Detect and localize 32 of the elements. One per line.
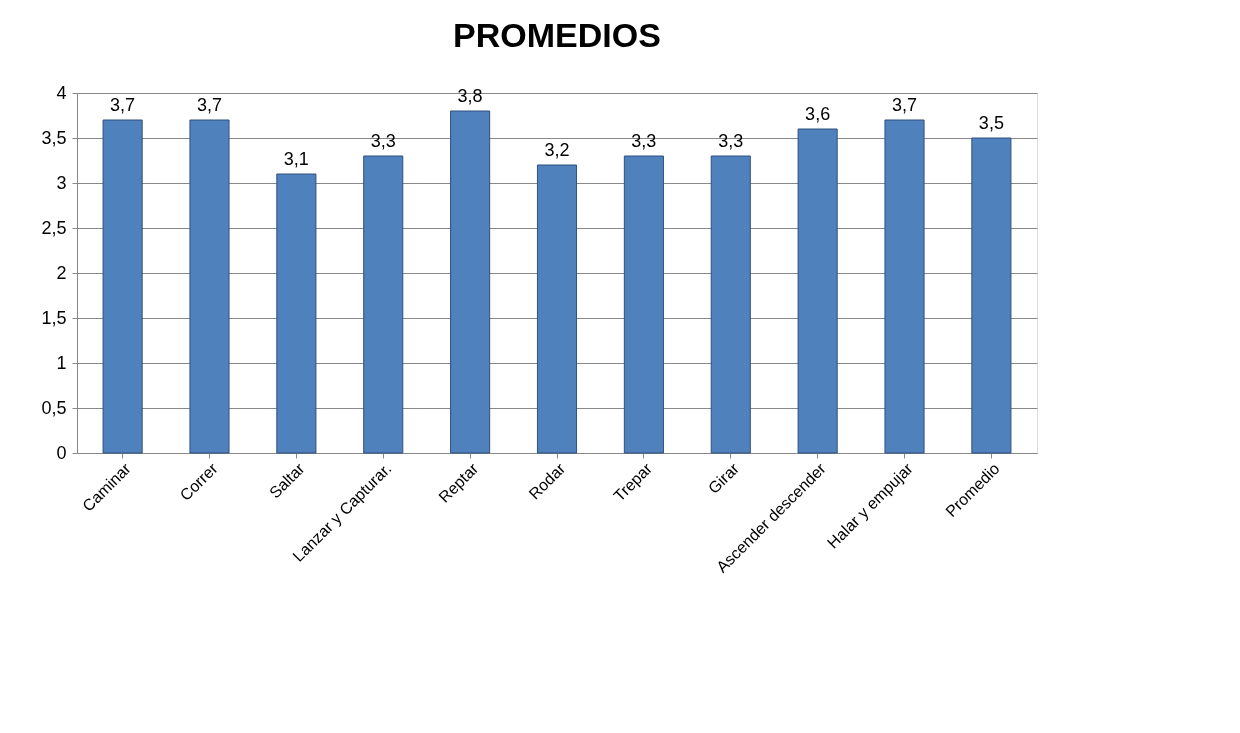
y-tick-label: 2,5 xyxy=(41,217,67,238)
y-tick-label: 1 xyxy=(56,352,67,373)
data-label: 3,3 xyxy=(718,131,744,151)
data-label: 3,7 xyxy=(892,95,918,115)
y-tick-label: 2 xyxy=(56,262,67,283)
y-tick-label: 1,5 xyxy=(41,307,67,328)
data-label: 3,5 xyxy=(978,113,1004,133)
bar xyxy=(710,155,751,454)
bar xyxy=(102,119,143,454)
y-tick-label: 4 xyxy=(56,82,67,103)
data-label: 3,7 xyxy=(110,95,136,115)
data-label: 3,3 xyxy=(370,131,396,151)
y-tick-label: 3 xyxy=(56,172,67,193)
bar xyxy=(623,155,664,454)
bar xyxy=(536,164,578,454)
data-label: 3,2 xyxy=(544,140,570,160)
data-label: 3,8 xyxy=(457,86,483,106)
y-tick-label: 3,5 xyxy=(41,127,67,148)
data-label: 3,3 xyxy=(631,131,657,151)
y-tick-label: 0,5 xyxy=(41,397,67,418)
bar xyxy=(797,128,838,454)
bar xyxy=(189,119,230,454)
data-label: 3,7 xyxy=(196,95,222,115)
bar xyxy=(363,155,404,454)
bar xyxy=(276,173,317,454)
bar xyxy=(884,119,925,454)
data-label: 3,1 xyxy=(283,149,309,169)
y-tick-label: 0 xyxy=(56,442,67,463)
bar xyxy=(450,110,491,454)
bar xyxy=(971,137,1012,454)
data-label: 3,6 xyxy=(805,104,831,124)
chart-title: PROMEDIOS xyxy=(453,16,661,54)
